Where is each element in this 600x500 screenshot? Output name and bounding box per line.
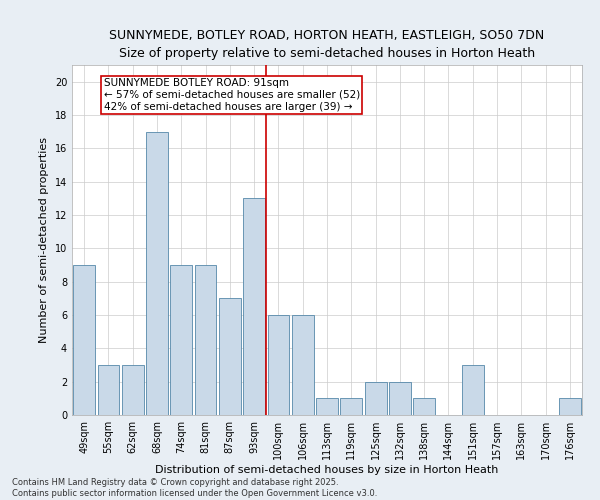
Bar bbox=[462, 365, 484, 415]
Bar bbox=[73, 265, 95, 415]
Bar bbox=[243, 198, 265, 415]
Bar bbox=[389, 382, 411, 415]
Bar bbox=[97, 365, 119, 415]
Bar bbox=[340, 398, 362, 415]
Bar bbox=[316, 398, 338, 415]
Bar bbox=[365, 382, 386, 415]
Bar bbox=[292, 315, 314, 415]
Text: SUNNYMEDE BOTLEY ROAD: 91sqm
← 57% of semi-detached houses are smaller (52)
42% : SUNNYMEDE BOTLEY ROAD: 91sqm ← 57% of se… bbox=[104, 78, 360, 112]
Bar bbox=[194, 265, 217, 415]
Bar bbox=[559, 398, 581, 415]
Y-axis label: Number of semi-detached properties: Number of semi-detached properties bbox=[39, 137, 49, 343]
Bar bbox=[122, 365, 143, 415]
Bar bbox=[146, 132, 168, 415]
Bar bbox=[219, 298, 241, 415]
Bar bbox=[268, 315, 289, 415]
Text: Contains HM Land Registry data © Crown copyright and database right 2025.
Contai: Contains HM Land Registry data © Crown c… bbox=[12, 478, 377, 498]
Title: SUNNYMEDE, BOTLEY ROAD, HORTON HEATH, EASTLEIGH, SO50 7DN
Size of property relat: SUNNYMEDE, BOTLEY ROAD, HORTON HEATH, EA… bbox=[109, 28, 545, 60]
X-axis label: Distribution of semi-detached houses by size in Horton Heath: Distribution of semi-detached houses by … bbox=[155, 465, 499, 475]
Bar bbox=[413, 398, 435, 415]
Bar bbox=[170, 265, 192, 415]
